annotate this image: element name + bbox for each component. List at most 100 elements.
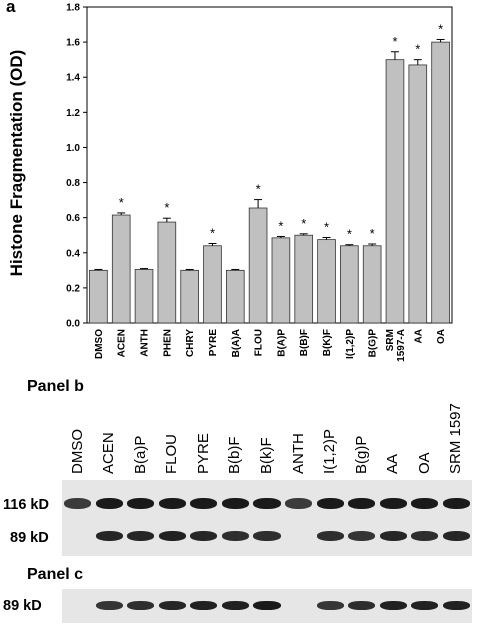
band-116kd	[127, 498, 155, 509]
bar	[431, 41, 450, 324]
bar	[385, 59, 405, 324]
lane-label: SRM 1597	[447, 403, 465, 474]
significance-marker: *	[392, 34, 397, 49]
panel-c-band-89kd	[348, 601, 376, 610]
band-116kd	[64, 498, 92, 509]
band-116kd	[379, 498, 407, 509]
band-89kd	[253, 531, 281, 541]
lane-label: B(b)F	[226, 436, 244, 475]
bar	[203, 245, 222, 324]
band-89kd	[158, 531, 186, 541]
bar	[294, 234, 314, 324]
band-116kd	[158, 498, 186, 509]
y-tick-label: 0.6	[66, 213, 80, 224]
significance-marker: *	[301, 216, 306, 231]
bar-chart: a Histone Fragmentation (OD) 0.0 0.2 0.4 0.…	[6, 0, 453, 362]
y-tick-label: 1.0	[66, 143, 80, 154]
x-tick-label: SRM	[385, 329, 396, 351]
lane-label: OA	[415, 452, 433, 474]
panel-c-band-89kd	[379, 601, 407, 610]
x-tick-label: B(G)P	[368, 329, 379, 358]
y-tick-label: 1.2	[66, 108, 80, 119]
band-89kd	[316, 531, 344, 541]
x-tick-label: ACEN	[117, 329, 128, 357]
lane-label: ANTH	[289, 433, 307, 474]
band-89kd	[190, 531, 218, 541]
bar	[408, 64, 428, 324]
band-89kd	[379, 531, 407, 541]
bar	[271, 237, 291, 324]
bar	[248, 207, 268, 324]
band-89kd	[411, 531, 439, 541]
x-tick-label: PHEN	[162, 329, 173, 357]
y-tick-label: 0.0	[66, 319, 80, 330]
band-116kd	[190, 498, 218, 509]
lane-label: PYRE	[194, 433, 212, 474]
y-tick-label: 1.6	[66, 38, 80, 49]
bar	[157, 221, 177, 324]
band-116kd	[253, 498, 281, 509]
panel-c-blot	[62, 589, 472, 623]
lane-label: DMSO	[68, 429, 86, 474]
panel-c-band-89kd	[190, 601, 218, 610]
x-tick-label: 1597-A	[396, 329, 407, 362]
significance-marker: *	[256, 182, 261, 197]
bar	[362, 245, 382, 324]
significance-marker: *	[370, 226, 375, 241]
panel-b-title: Panel b	[27, 378, 84, 395]
band-116kd	[316, 498, 344, 509]
significance-marker: *	[164, 200, 169, 215]
x-tick-label: I(1,2)P	[345, 329, 356, 359]
panel-c-band-89kd	[127, 601, 155, 610]
y-tick-label: 0.4	[66, 248, 80, 259]
lane-label: AA	[384, 453, 402, 474]
x-tick-label: ANTH	[140, 329, 151, 357]
panel-c-band-89kd	[442, 601, 470, 610]
band-89kd	[127, 531, 155, 541]
plot-area: 0.0 0.2 0.4 0.6 0.8 1.0 1.2 1.4 1.6 1.8 DMSO * ACEN A…	[66, 3, 453, 362]
band-label-89kd: 89 kD	[10, 530, 49, 546]
bar	[180, 269, 199, 324]
band-89kd	[442, 531, 470, 541]
lane-label: B(g)P	[352, 435, 370, 474]
x-tick-label: CHRY	[185, 329, 196, 357]
band-label-116kd: 116 kD	[3, 497, 49, 513]
significance-marker: *	[438, 21, 443, 36]
y-tick-label: 0.8	[66, 178, 80, 189]
panel-c-title: Panel c	[27, 566, 84, 583]
panel-b-blot	[62, 480, 472, 556]
bar	[340, 245, 359, 324]
panel-c-band-89kd	[411, 601, 439, 610]
panel-c-band-89kd	[158, 601, 186, 610]
significance-marker: *	[324, 220, 329, 235]
band-116kd	[348, 498, 376, 509]
bar	[89, 269, 108, 324]
band-89kd	[348, 531, 376, 541]
panel-c-band-89kd	[253, 601, 281, 610]
panel-a-label: a	[6, 0, 16, 16]
bar	[111, 214, 131, 324]
bar	[317, 239, 336, 324]
band-89kd	[221, 531, 249, 541]
lane-label: I(1,2)P	[321, 428, 339, 474]
x-tick-label: B(A)A	[231, 329, 242, 357]
band-116kd	[221, 498, 249, 509]
band-89kd	[95, 531, 123, 541]
band-116kd	[284, 498, 313, 509]
plot-frame	[86, 6, 453, 324]
x-tick-label: PYRE	[208, 329, 219, 357]
lane-label: ACEN	[100, 432, 118, 474]
panel-c-band-89kd	[95, 601, 123, 610]
bar	[225, 269, 245, 324]
lane-label: B(k)F	[258, 437, 275, 474]
x-tick-label: DMSO	[94, 329, 105, 359]
significance-marker: *	[415, 42, 420, 57]
y-axis-title: Histone Fragmentation (OD)	[7, 50, 26, 277]
band-116kd	[95, 498, 123, 509]
panel-c-band-label-89kd: 89 kD	[3, 598, 42, 614]
y-tick-label: 0.2	[66, 283, 80, 294]
significance-marker: *	[119, 195, 124, 210]
significance-marker: *	[210, 225, 215, 240]
y-tick-label: 1.4	[66, 73, 80, 84]
x-tick-label: AA	[413, 329, 424, 343]
